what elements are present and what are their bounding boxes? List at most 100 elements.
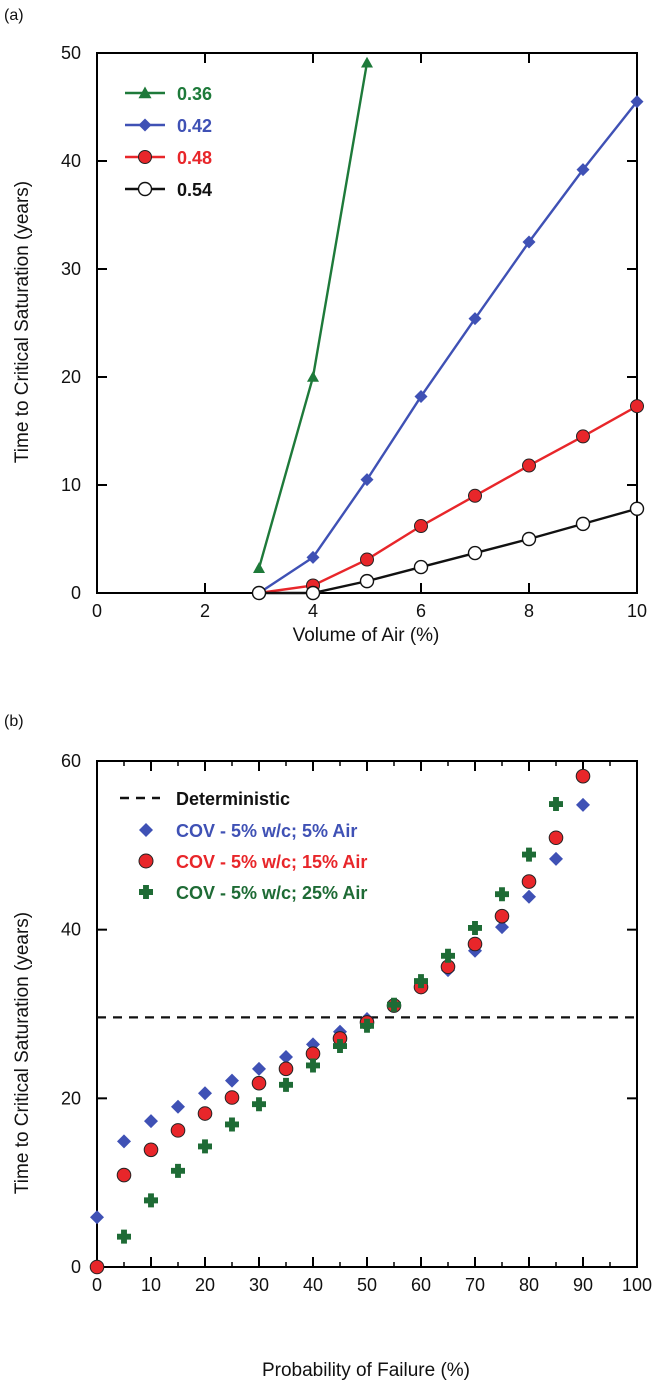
legend-label-circle: COV - 5% w/c; 15% Air	[176, 852, 367, 872]
data-point-plus	[225, 1117, 239, 1132]
x-tick-label-b: 10	[141, 1275, 161, 1295]
data-point-0.42	[414, 389, 428, 403]
x-tick-label-b: 90	[573, 1275, 593, 1295]
data-point-circle	[251, 1075, 267, 1091]
legend-marker-circle	[138, 853, 154, 869]
data-point-plus	[468, 920, 482, 935]
data-point-plus	[414, 974, 428, 989]
panel-label-b: (b)	[4, 713, 24, 730]
data-point-circle	[116, 1167, 132, 1183]
legend-marker-0.42	[138, 118, 152, 132]
data-point-0.42	[468, 312, 482, 326]
data-point-0.42	[360, 473, 374, 487]
chart-panel-b: (b) 0 10 20 30 40 50 60 70 80 90 100 0 20 40 60 Determi…	[4, 713, 652, 1381]
x-tick-label-b: 100	[622, 1275, 652, 1295]
legend-label-0.48: 0.48	[177, 148, 212, 168]
data-point-0.48	[360, 552, 374, 567]
data-point-diamond	[144, 1114, 158, 1129]
x-tick-label-a: 0	[92, 601, 102, 621]
data-point-circle	[521, 874, 537, 889]
series-line-0.42	[258, 100, 638, 595]
data-point-circle	[305, 1046, 321, 1061]
y-tick-label-a: 10	[61, 475, 81, 495]
data-point-plus	[495, 887, 509, 902]
series-line-0.36	[257, 62, 369, 569]
legend-marker-0.54	[137, 181, 153, 197]
data-point-plus	[333, 1039, 347, 1054]
data-point-0.42	[630, 95, 644, 109]
data-point-plus	[306, 1058, 320, 1073]
data-point-circle	[467, 936, 483, 952]
data-point-plus	[441, 948, 455, 963]
data-point-plus	[171, 1163, 185, 1178]
x-axis-title-b: Probability of Failure (%)	[262, 1360, 470, 1381]
data-point-0.54	[359, 573, 375, 589]
data-point-diamond	[252, 1061, 266, 1076]
data-point-diamond	[279, 1050, 293, 1065]
data-point-0.48	[414, 519, 428, 534]
data-point-0.54	[251, 585, 267, 601]
data-point-0.48	[630, 399, 644, 414]
y-axis-title-b: Time to Critical Saturation (years)	[12, 912, 33, 1194]
y-tick-label-b: 60	[61, 751, 81, 771]
x-tick-label-b: 80	[519, 1275, 539, 1295]
data-point-diamond	[171, 1099, 185, 1114]
data-point-0.54	[629, 501, 645, 516]
x-tick-label-b: 50	[357, 1275, 377, 1295]
x-tick-label-a: 4	[308, 601, 318, 621]
data-point-circle	[89, 1259, 105, 1275]
data-point-circle	[143, 1142, 159, 1158]
legend-label-0.54: 0.54	[177, 180, 212, 200]
data-point-diamond	[576, 797, 590, 812]
data-point-diamond	[549, 851, 563, 866]
data-point-diamond	[495, 920, 509, 935]
y-tick-label-a: 0	[71, 583, 81, 603]
data-point-circle	[494, 908, 510, 924]
data-point-diamond	[90, 1210, 104, 1225]
data-point-circle	[548, 830, 564, 846]
data-point-0.54	[467, 545, 483, 561]
legend-label-0.36: 0.36	[177, 84, 212, 104]
data-point-plus	[279, 1077, 293, 1092]
data-point-0.54	[521, 531, 537, 547]
data-point-circle	[575, 768, 591, 784]
legend-marker-diamond	[139, 823, 153, 837]
data-point-circle	[224, 1090, 240, 1105]
data-point-plus	[360, 1018, 374, 1033]
data-point-0.36	[361, 56, 373, 68]
data-point-circle	[197, 1106, 213, 1121]
x-tick-label-a: 8	[524, 601, 534, 621]
x-tick-label-a: 6	[416, 601, 426, 621]
legend-label-plus: COV - 5% w/c; 25% Air	[176, 883, 367, 903]
x-tick-label-b: 0	[92, 1275, 102, 1295]
data-point-plus	[144, 1193, 158, 1208]
data-point-0.36	[253, 562, 265, 573]
x-tick-label-b: 40	[303, 1275, 323, 1295]
data-point-0.42	[576, 163, 590, 177]
x-tick-label-b: 70	[465, 1275, 485, 1295]
legend-marker-plus	[139, 885, 153, 899]
legend-marker-0.48	[138, 150, 152, 164]
y-tick-label-a: 20	[61, 367, 81, 387]
data-point-0.48	[468, 488, 482, 503]
y-tick-label-b: 20	[61, 1088, 81, 1108]
x-tick-label-b: 20	[195, 1275, 215, 1295]
data-point-plus	[252, 1097, 266, 1112]
data-point-plus	[387, 997, 401, 1012]
plot-frame-a	[96, 52, 638, 594]
x-tick-label-a: 2	[200, 601, 210, 621]
y-tick-label-a: 30	[61, 259, 81, 279]
data-point-plus	[549, 797, 563, 812]
data-point-circle	[278, 1061, 294, 1077]
series-line-0.48	[258, 405, 638, 595]
data-point-0.54	[575, 516, 591, 532]
x-tick-label-b: 60	[411, 1275, 431, 1295]
legend-label-diamond: COV - 5% w/c; 5% Air	[176, 821, 357, 841]
x-axis-title-a: Volume of Air (%)	[293, 625, 440, 646]
data-point-0.54	[413, 559, 429, 575]
data-point-diamond	[225, 1073, 239, 1088]
data-point-0.36	[307, 371, 319, 382]
y-axis-title-a: Time to Critical Saturation (years)	[12, 181, 33, 463]
legend-label-deterministic: Deterministic	[176, 789, 290, 809]
data-point-diamond	[198, 1086, 212, 1101]
